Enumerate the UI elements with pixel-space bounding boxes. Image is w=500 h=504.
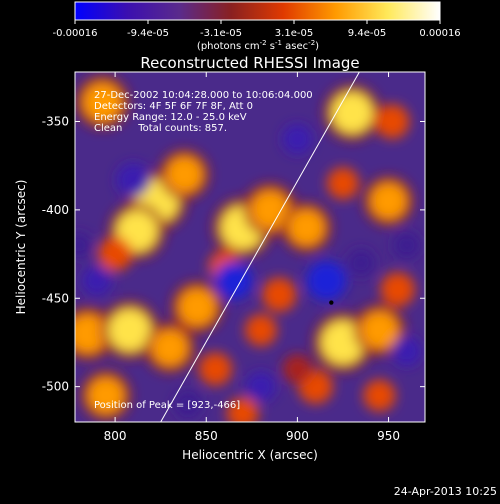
heatmap-blob — [226, 397, 259, 422]
y-tick-label: -350 — [42, 114, 69, 128]
colorbar-tick-label: 3.1e-05 — [275, 28, 313, 39]
info-time-range: 27-Dec-2002 10:04:28.000 to 10:06:04.000 — [94, 90, 313, 101]
solar-limb-line — [160, 72, 360, 422]
heatmap-blob — [282, 354, 313, 384]
x-tick-label: 800 — [104, 429, 127, 443]
y-axis-label: Heliocentric Y (arcsec) — [14, 180, 28, 315]
y-axis-ticks: -350 -400 -450 -500 — [42, 114, 425, 394]
heatmap-blob — [370, 182, 407, 220]
heatmap-blob — [250, 190, 290, 230]
heatmap-blob — [82, 82, 122, 122]
colorbar-ticks: -0.00016 -9.4e-05 -3.1e-05 3.1e-05 9.4e-05 0.… — [53, 20, 461, 39]
footer-date: 24-Apr-2013 10:25 — [394, 485, 497, 498]
info-energy-range: Energy Range: 12.0 - 25.0 keV — [94, 112, 247, 123]
peak-marker — [329, 300, 334, 305]
colorbar-tick-label: 0.00016 — [419, 28, 460, 39]
heatmap-blob — [75, 314, 108, 354]
heatmap-blob — [288, 209, 325, 246]
heatmap-blob — [306, 260, 347, 301]
heatmap-blob — [245, 371, 276, 402]
plot-frame — [74, 71, 426, 423]
observation-info: 27-Dec-2002 10:04:28.000 to 10:06:04.000… — [94, 90, 313, 134]
heatmap-blob — [244, 314, 277, 347]
heatmap-blob — [108, 308, 152, 352]
x-axis-ticks: 800 850 900 950 — [104, 72, 400, 443]
heatmap-blob — [392, 231, 421, 260]
heatmap-blob — [380, 272, 415, 307]
heatmap-blob — [178, 288, 217, 327]
heatmap-blobs — [75, 75, 422, 422]
colorbar-gradient — [74, 1, 441, 21]
heatmap-blob — [326, 167, 359, 200]
info-detectors: Detectors: 4F 5F 6F 7F 8F, Att 0 — [94, 101, 253, 112]
info-counts: Clean Total counts: 857. — [94, 123, 227, 134]
heatmap-blob — [81, 265, 112, 296]
heatmap-blob — [282, 124, 313, 155]
heatmap-blob — [363, 379, 396, 412]
heatmap-blob — [214, 261, 253, 300]
chart-title: Reconstructed RHESSI Image — [140, 54, 359, 72]
heatmap-blob — [374, 104, 410, 139]
heatmap-blob — [360, 311, 399, 350]
x-tick-label: 850 — [195, 429, 218, 443]
heatmap-blob — [87, 377, 125, 414]
heatmap-blob — [75, 232, 92, 259]
colorbar-unit-label: (photons cm-2 s-1 asec-2) — [197, 39, 319, 52]
y-tick-label: -500 — [42, 380, 69, 394]
heatmap-blob — [174, 390, 203, 419]
heatmap-blob — [151, 329, 189, 367]
y-tick-label: -450 — [42, 291, 69, 305]
colorbar-tick-label: 9.4e-05 — [348, 28, 386, 39]
heatmap-blob — [165, 156, 203, 193]
heatmap-blob — [391, 336, 422, 367]
colorbar-tick-label: -3.1e-05 — [200, 28, 242, 39]
x-axis-label: Heliocentric X (arcsec) — [182, 448, 318, 462]
heatmap-blob — [261, 277, 297, 312]
peak-position-label: Position of Peak = [923,-466] — [94, 400, 240, 411]
colorbar-tick-label: -9.4e-05 — [127, 28, 169, 39]
heatmap-blob — [116, 162, 151, 197]
x-tick-label: 950 — [377, 429, 400, 443]
colorbar-tick-label: -0.00016 — [53, 28, 98, 39]
x-tick-label: 900 — [286, 429, 309, 443]
heatmap-blob — [97, 236, 133, 272]
plot-area — [75, 72, 425, 422]
heatmap-blob — [347, 248, 376, 277]
heatmap-blob — [198, 352, 232, 386]
y-tick-label: -400 — [42, 203, 69, 217]
heatmap-blob — [331, 91, 373, 134]
colorbar: -0.00016 -9.4e-05 -3.1e-05 3.1e-05 9.4e-05 0.… — [53, 1, 461, 52]
